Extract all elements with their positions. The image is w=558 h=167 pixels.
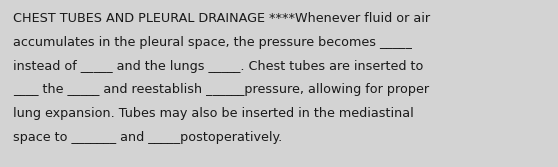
Text: instead of _____ and the lungs _____. Chest tubes are inserted to: instead of _____ and the lungs _____. Ch… — [13, 60, 424, 73]
Text: ____ the _____ and reestablish ______pressure, allowing for proper: ____ the _____ and reestablish ______pre… — [13, 83, 429, 96]
Text: space to _______ and _____postoperatively.: space to _______ and _____postoperativel… — [13, 131, 282, 144]
Text: accumulates in the pleural space, the pressure becomes _____: accumulates in the pleural space, the pr… — [13, 36, 412, 49]
Text: CHEST TUBES AND PLEURAL DRAINAGE ****Whenever fluid or air: CHEST TUBES AND PLEURAL DRAINAGE ****Whe… — [13, 12, 430, 25]
Text: lung expansion. Tubes may also be inserted in the mediastinal: lung expansion. Tubes may also be insert… — [13, 107, 413, 120]
